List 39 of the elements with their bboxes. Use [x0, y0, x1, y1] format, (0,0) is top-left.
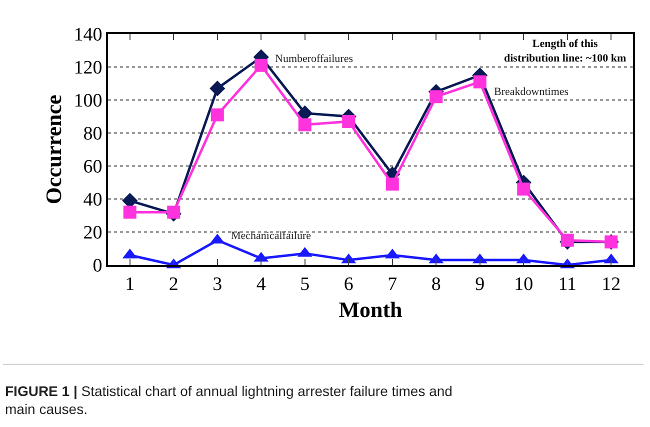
x-tick-label: 7 — [388, 274, 398, 295]
point — [210, 108, 224, 122]
y-tick-label: 100 — [74, 90, 102, 112]
point — [560, 234, 574, 247]
x-tick-label: 6 — [344, 274, 354, 295]
series-label: Breakdowntimes — [494, 86, 569, 98]
series-label: Numberoffailures — [275, 53, 353, 65]
y-tick-label: 120 — [74, 58, 102, 79]
point — [167, 206, 180, 219]
y-axis-title: Occurrence — [41, 94, 66, 204]
x-tick-label: 3 — [212, 274, 222, 295]
x-tick-label: 10 — [514, 274, 534, 295]
point — [517, 182, 530, 196]
caption: FIGURE 1 | Statistical chart of annual lightning arrester failure times and main causes. — [5, 383, 452, 418]
x-tick-label: 5 — [300, 274, 310, 295]
point — [386, 178, 399, 191]
x-tick-label: 4 — [256, 274, 266, 295]
annotation: Length of this distribution line: ~100 km — [504, 38, 626, 64]
series-label: Mechanicalfailure — [231, 230, 312, 242]
x-axis-title: Month — [338, 297, 402, 322]
y-tick-label: 20 — [83, 222, 102, 244]
x-tick-label: 12 — [602, 274, 621, 295]
y-tick-label: 40 — [83, 190, 102, 211]
y-tick-label: 0 — [92, 256, 102, 277]
x-tick-label: 8 — [431, 274, 441, 295]
point — [210, 80, 226, 96]
point — [342, 114, 356, 128]
point — [473, 75, 486, 88]
x-tick-label: 9 — [475, 274, 485, 295]
y-tick-label: 140 — [74, 24, 102, 46]
point — [123, 206, 136, 219]
y-tick-label: 60 — [83, 156, 102, 178]
x-tick-label: 2 — [168, 274, 178, 295]
point — [298, 118, 312, 132]
x-tick-label: 1 — [125, 274, 135, 295]
y-tick-label: 80 — [83, 124, 102, 145]
x-tick-label: 11 — [558, 274, 577, 295]
point — [254, 58, 268, 72]
point — [430, 90, 443, 104]
